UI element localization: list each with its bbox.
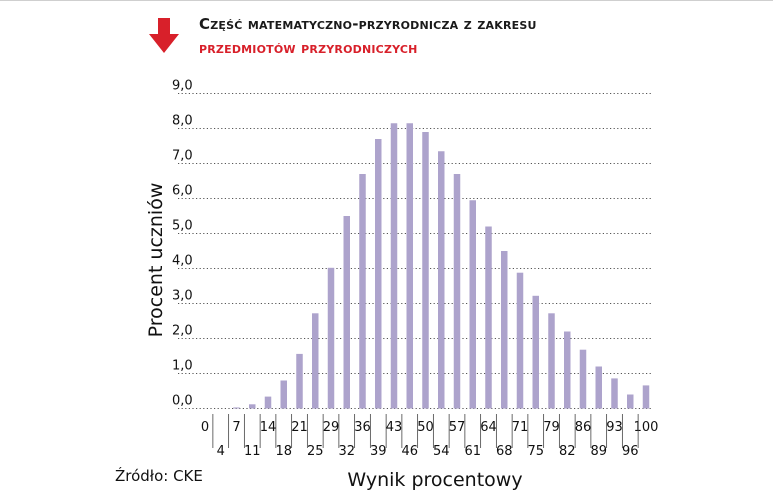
x-tick-label: 39 (370, 444, 387, 459)
y-tick-label: 4,0 (172, 254, 193, 269)
bar (390, 123, 398, 409)
chart-subtitle: przedmiotów przyrodniczych (199, 39, 418, 57)
x-tick-label: 4 (217, 444, 225, 459)
source-note: Źródło: CKE (115, 467, 203, 485)
x-tick-label: 82 (559, 444, 576, 459)
chart-title: Część matematyczno-przyrodnicza z zakres… (199, 15, 537, 33)
y-tick-label: 2,0 (172, 324, 193, 339)
x-tick-label: 68 (496, 444, 513, 459)
bar (359, 174, 366, 409)
bar (516, 272, 524, 409)
bar (438, 151, 445, 409)
bar (406, 123, 413, 409)
bar (327, 267, 335, 409)
x-tick-label: 64 (480, 420, 497, 435)
x-tick-label: 0 (201, 420, 209, 435)
x-tick-label: 29 (323, 420, 340, 435)
bar (343, 216, 350, 409)
bar (501, 251, 508, 409)
x-tick-label: 21 (291, 420, 308, 435)
bar (532, 295, 539, 409)
x-tick-label: 11 (244, 444, 261, 459)
bar (579, 349, 587, 409)
bar (627, 394, 634, 409)
bar (485, 226, 492, 409)
y-tick-label: 6,0 (172, 184, 193, 199)
bar (548, 313, 555, 409)
x-tick-labels: 047 11 14 18 21 25 29 32 36 39 43 46 50 54 57 61 64 68 71 7… (201, 414, 659, 459)
x-tick-label: 71 (512, 420, 529, 435)
bar (564, 331, 571, 409)
bar (453, 174, 461, 409)
top-border (0, 0, 773, 1)
x-tick-label: 75 (527, 444, 544, 459)
x-tick-label: 54 (433, 444, 450, 459)
y-tick-labels: 0,0 1,0 2,0 3,0 4,0 5,0 6,0 7,0 8,0 9,0 (172, 79, 193, 409)
x-axis-label: Wynik procentowy (347, 469, 522, 491)
x-tick-label: 96 (622, 444, 639, 459)
bar (249, 404, 256, 409)
y-tick-label: 7,0 (172, 149, 193, 164)
x-tick-label: 25 (307, 444, 324, 459)
bar (642, 385, 650, 409)
bar (233, 407, 240, 409)
bar (422, 132, 429, 409)
bar (469, 200, 476, 409)
bar (312, 313, 319, 409)
x-tick-label: 61 (464, 444, 481, 459)
x-tick-label: 32 (338, 444, 355, 459)
y-tick-label: 3,0 (172, 289, 193, 304)
bar (296, 353, 303, 409)
bar (595, 366, 602, 409)
y-tick-label: 5,0 (172, 219, 193, 234)
x-tick-label: 18 (275, 444, 292, 459)
y-axis-label: Procent uczniów (145, 183, 167, 338)
x-tick-label: 7 (232, 420, 240, 435)
x-tick-label: 89 (590, 444, 607, 459)
y-tick-label: 1,0 (172, 359, 193, 374)
y-tick-label: 8,0 (172, 114, 193, 129)
x-tick-label: 46 (401, 444, 418, 459)
x-tick-label: 36 (354, 420, 371, 435)
x-tick-label: 57 (449, 420, 466, 435)
bar (280, 380, 287, 409)
down-arrow-icon (149, 18, 179, 53)
bars (233, 123, 650, 409)
y-tick-label: 0,0 (172, 394, 193, 409)
x-tick-label: 93 (606, 420, 623, 435)
y-tick-label: 9,0 (172, 79, 193, 94)
bar (375, 139, 382, 409)
x-tick-label: 50 (417, 420, 434, 435)
x-tick-label: 86 (575, 420, 592, 435)
x-tick-label: 14 (260, 420, 277, 435)
x-tick-label: 100 (634, 420, 659, 435)
x-tick-label: 43 (386, 420, 403, 435)
bar (264, 396, 272, 409)
bar (611, 378, 618, 409)
x-tick-label: 79 (543, 420, 560, 435)
